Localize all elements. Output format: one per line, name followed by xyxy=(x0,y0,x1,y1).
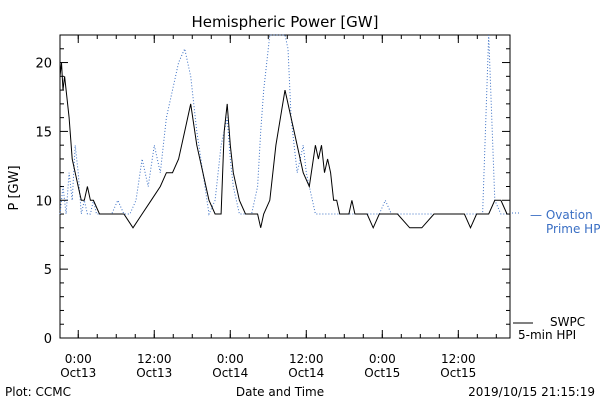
series-group xyxy=(59,34,508,230)
y-tick-label: 20 xyxy=(35,57,52,72)
y-axis-label: P [GW] xyxy=(7,165,22,210)
y-tick-label: 5 xyxy=(44,263,52,278)
footer-timestamp: 2019/10/15 21:15:19 xyxy=(468,385,595,399)
legend-ovation-label2: Prime HPI xyxy=(546,222,600,236)
x-tick-date-label: Oct15 xyxy=(440,366,476,380)
y-ticks: 0 5 10 15 20 xyxy=(35,48,510,347)
x-tick-date-label: Oct14 xyxy=(288,366,324,380)
legend-ovation: — Ovation Prime HPI xyxy=(512,208,600,236)
series-ovation-prime-line xyxy=(59,34,507,216)
x-tick-date-label: Oct14 xyxy=(212,366,248,380)
y-tick-label: 10 xyxy=(35,194,52,209)
x-tick-time-label: 12:00 xyxy=(289,352,324,366)
legend-swpc-label: SWPC xyxy=(550,315,585,329)
series-swpc-line xyxy=(59,62,508,230)
x-tick-date-label: Oct13 xyxy=(136,366,172,380)
legend-swpc-label2: 5-min HPI xyxy=(518,328,576,342)
footer-credit: Plot: CCMC xyxy=(5,385,71,399)
x-tick-date-label: Oct15 xyxy=(364,366,400,380)
legend-swpc: SWPC 5-min HPI xyxy=(513,315,585,342)
x-ticks: 0:00Oct1312:00Oct130:00Oct1412:00Oct140:… xyxy=(60,35,497,380)
plot-frame xyxy=(59,34,511,339)
x-tick-date-label: Oct13 xyxy=(60,366,96,380)
x-tick-time-label: 0:00 xyxy=(217,352,244,366)
legend-ovation-label: — Ovation xyxy=(530,208,593,222)
x-axis-label: Date and Time xyxy=(236,385,324,399)
x-tick-time-label: 0:00 xyxy=(369,352,396,366)
y-tick-label: 15 xyxy=(35,125,52,140)
x-tick-time-label: 0:00 xyxy=(65,352,92,366)
y-tick-label: 0 xyxy=(44,332,52,347)
x-tick-time-label: 12:00 xyxy=(441,352,476,366)
x-tick-time-label: 12:00 xyxy=(137,352,172,366)
chart-title: Hemispheric Power [GW] xyxy=(192,13,379,31)
